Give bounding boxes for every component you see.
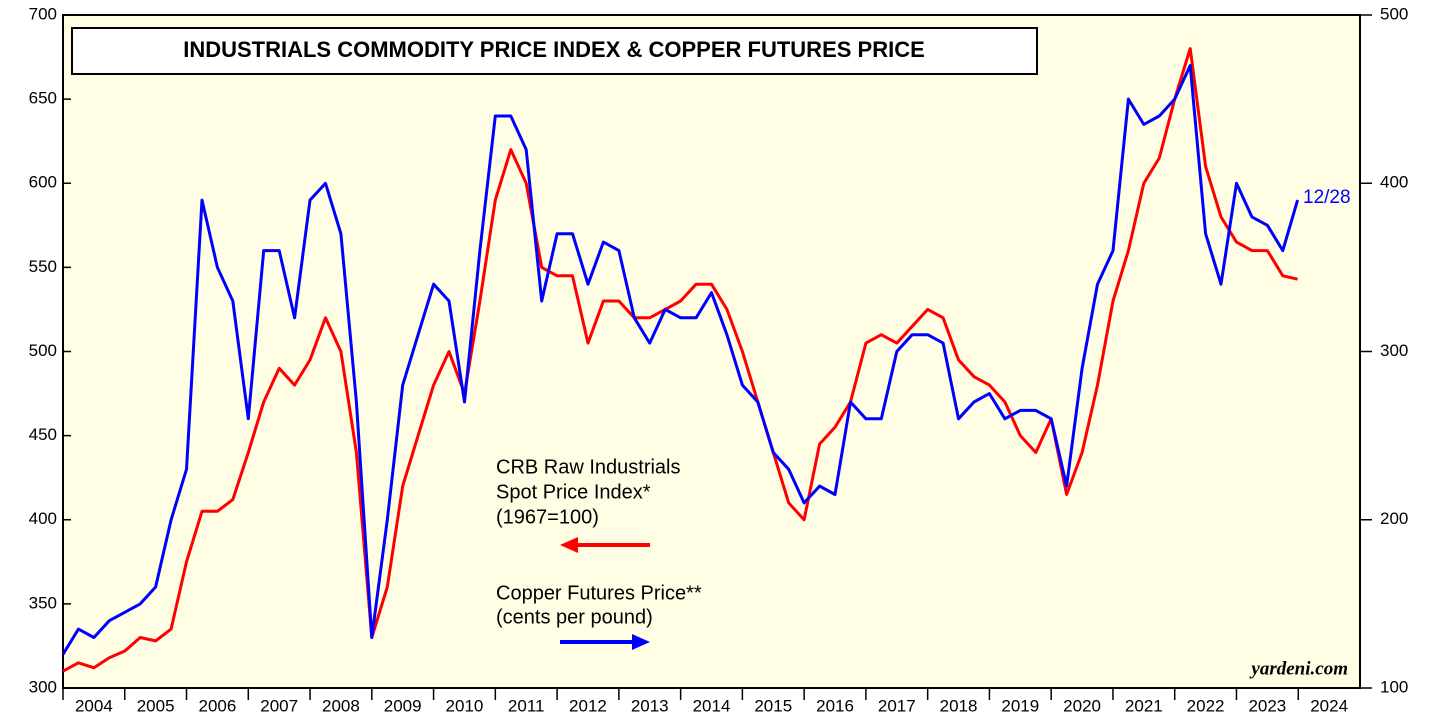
- x-tick-label: 2019: [1001, 696, 1039, 715]
- x-tick-label: 2013: [631, 696, 669, 715]
- y-tick-label: 600: [29, 173, 57, 192]
- x-tick-label: 2020: [1063, 696, 1101, 715]
- legend-arrows: [560, 537, 650, 650]
- x-tick-label: 2015: [754, 696, 792, 715]
- y-tick-label: 700: [29, 4, 57, 23]
- x-tick-label: 2010: [446, 696, 484, 715]
- y-tick-label: 300: [29, 677, 57, 696]
- series-line: [61, 64, 1300, 656]
- x-tick-label: 2014: [693, 696, 731, 715]
- x-tick-label: 2007: [260, 696, 298, 715]
- x-tick-label: 2018: [940, 696, 978, 715]
- x-tick-label: 2009: [384, 696, 422, 715]
- y2-tick-label: 400: [1380, 173, 1408, 192]
- y2-tick-label: 200: [1380, 509, 1408, 528]
- y-tick-label: 400: [29, 509, 57, 528]
- x-tick-label: 2005: [137, 696, 175, 715]
- y2-tick-label: 100: [1380, 677, 1408, 696]
- x-tick-label: 2016: [816, 696, 854, 715]
- x-tick-label: 2024: [1310, 696, 1348, 715]
- watermark: yardeni.com: [1249, 658, 1348, 679]
- annotation: 12/28: [1303, 187, 1351, 208]
- x-tick-label: 2023: [1248, 696, 1286, 715]
- y2-tick-label: 300: [1380, 341, 1408, 360]
- x-tick-label: 2012: [569, 696, 607, 715]
- x-tick-label: 2006: [198, 696, 236, 715]
- annotation: (1967=100): [496, 506, 599, 528]
- annotation: (cents per pound): [496, 606, 653, 628]
- y-tick-label: 650: [29, 89, 57, 108]
- x-tick-label: 2011: [508, 696, 545, 715]
- y-tick-label: 500: [29, 341, 57, 360]
- y-tick-label: 450: [29, 425, 57, 444]
- title-box: [71, 27, 1038, 75]
- y2-tick-label: 500: [1380, 4, 1408, 23]
- annotation: Spot Price Index*: [496, 481, 651, 503]
- y-tick-label: 350: [29, 593, 57, 612]
- chart-title: INDUSTRIALS COMMODITY PRICE INDEX & COPP…: [183, 37, 925, 62]
- y-tick-label: 550: [29, 257, 57, 276]
- x-tick-label: 2021: [1125, 696, 1163, 715]
- x-tick-label: 2022: [1187, 696, 1225, 715]
- x-tick-label: 2008: [322, 696, 360, 715]
- annotation: Copper Futures Price**: [496, 582, 702, 604]
- annotation: CRB Raw Industrials: [496, 456, 681, 478]
- x-tick-label: 2004: [75, 696, 113, 715]
- x-tick-label: 2017: [878, 696, 916, 715]
- series-line: [62, 47, 1298, 673]
- plot-area: [62, 14, 1361, 689]
